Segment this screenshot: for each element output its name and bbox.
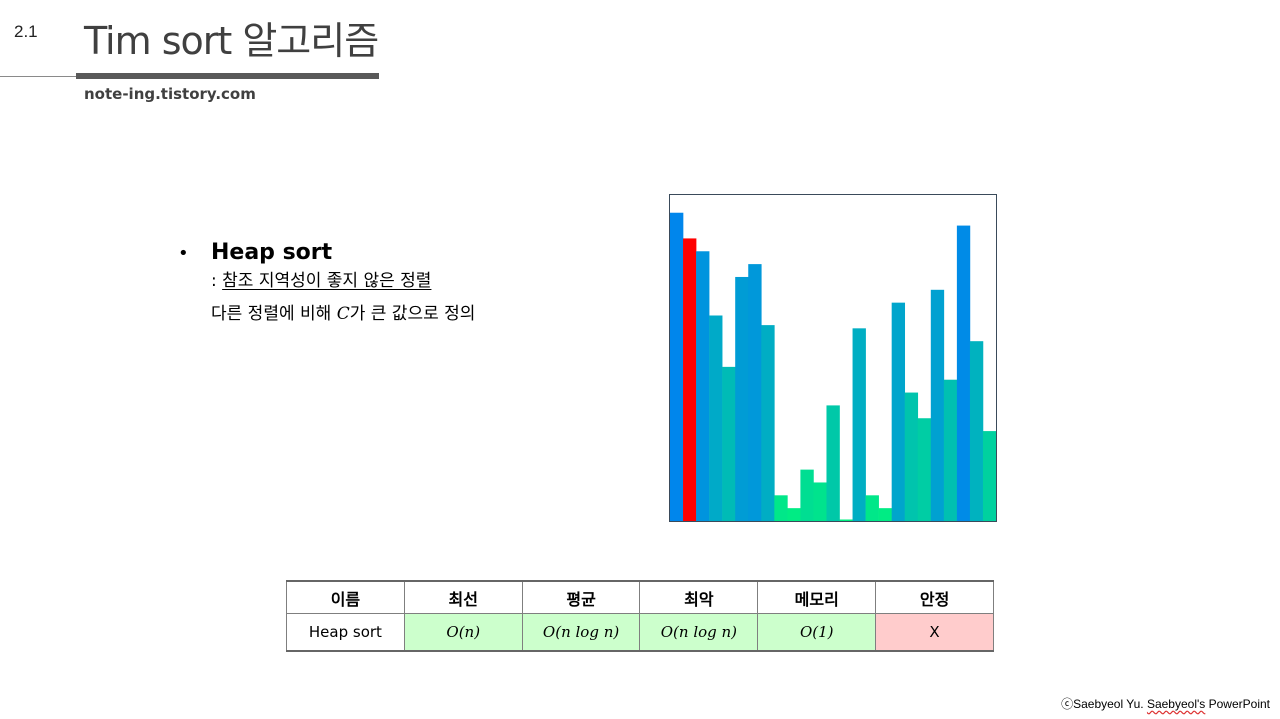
bullet-line-2-math: C xyxy=(336,304,350,324)
table-row: Heap sort O(n) O(n log n) O(n log n) O(1… xyxy=(286,613,994,652)
chart-bar xyxy=(969,341,984,521)
chart-bar xyxy=(735,276,749,521)
cell-worst: O(n log n) xyxy=(639,613,759,652)
chart-bar xyxy=(748,264,762,521)
chart-bar xyxy=(787,508,801,521)
title-divider-thick xyxy=(76,73,379,79)
cell-average: O(n log n) xyxy=(521,613,641,652)
chart-bar xyxy=(930,289,945,521)
chart-bar xyxy=(956,225,971,521)
header-stable: 안정 xyxy=(875,580,994,614)
table-header-row: 이름 최선 평균 최악 메모리 안정 xyxy=(286,580,994,614)
chart-bar xyxy=(852,328,866,521)
chart-bar xyxy=(722,366,736,521)
bullet-block: • Heap sort : 참조 지역성이 좋지 않은 정렬 다른 정렬에 비해… xyxy=(178,240,475,331)
bullet-line-1: : 참조 지역성이 좋지 않은 정렬 xyxy=(211,265,475,298)
chart-bar xyxy=(696,251,710,521)
cell-name: Heap sort xyxy=(286,613,405,652)
cell-memory: O(1) xyxy=(757,613,877,652)
credit-suffix: PowerPoint xyxy=(1205,697,1270,711)
bullet-line-2-post: 가 큰 값으로 정의 xyxy=(349,304,476,324)
chart-bar xyxy=(826,405,840,521)
chart-bar xyxy=(774,495,788,521)
chart-bar xyxy=(839,519,853,521)
chart-bar xyxy=(878,508,892,521)
cell-stable: X xyxy=(875,613,994,652)
bullet-item: • Heap sort xyxy=(178,240,475,265)
chart-bar xyxy=(982,431,996,521)
chart-bar xyxy=(761,325,775,521)
bullet-line-2: 다른 정렬에 비해 C가 큰 값으로 정의 xyxy=(211,298,475,331)
chart-bar xyxy=(800,469,814,521)
bullet-line-2-pre: 다른 정렬에 비해 xyxy=(211,304,337,324)
chart-bar xyxy=(709,315,723,521)
chart-bar xyxy=(813,482,827,521)
site-url: note-ing.tistory.com xyxy=(84,85,256,103)
bullet-line-1-prefix: : xyxy=(211,271,223,291)
bullet-title: Heap sort xyxy=(211,240,333,265)
credit-name: Saebyeol's xyxy=(1146,697,1206,711)
credit-prefix: ⓒSaebyeol Yu. xyxy=(1061,697,1147,711)
chart-bar xyxy=(670,212,684,521)
header-best: 최선 xyxy=(403,580,523,614)
chart-bar xyxy=(683,238,697,521)
header-name: 이름 xyxy=(286,580,405,614)
complexity-table: 이름 최선 평균 최악 메모리 안정 Heap sort O(n) O(n lo… xyxy=(286,580,994,652)
heap-sort-bar-chart xyxy=(669,194,997,522)
slide-title: Tim sort 알고리즘 xyxy=(84,19,379,63)
bullet-dot: • xyxy=(178,243,189,264)
cell-best: O(n) xyxy=(403,613,523,652)
header-worst: 최악 xyxy=(639,580,759,614)
chart-bar xyxy=(917,418,932,521)
chart-bar xyxy=(865,495,879,521)
chart-bar xyxy=(943,379,958,521)
chart-svg xyxy=(670,212,996,521)
bullet-line-1-text: 참조 지역성이 좋지 않은 정렬 xyxy=(222,271,432,291)
chart-bar xyxy=(904,392,919,521)
title-divider-thin xyxy=(0,76,76,77)
section-number: 2.1 xyxy=(14,22,38,41)
copyright-credit: ⓒSaebyeol Yu. Saebyeol's PowerPoint xyxy=(1061,695,1270,712)
header-memory: 메모리 xyxy=(757,580,877,614)
header-average: 평균 xyxy=(521,580,641,614)
chart-bar xyxy=(891,302,906,521)
